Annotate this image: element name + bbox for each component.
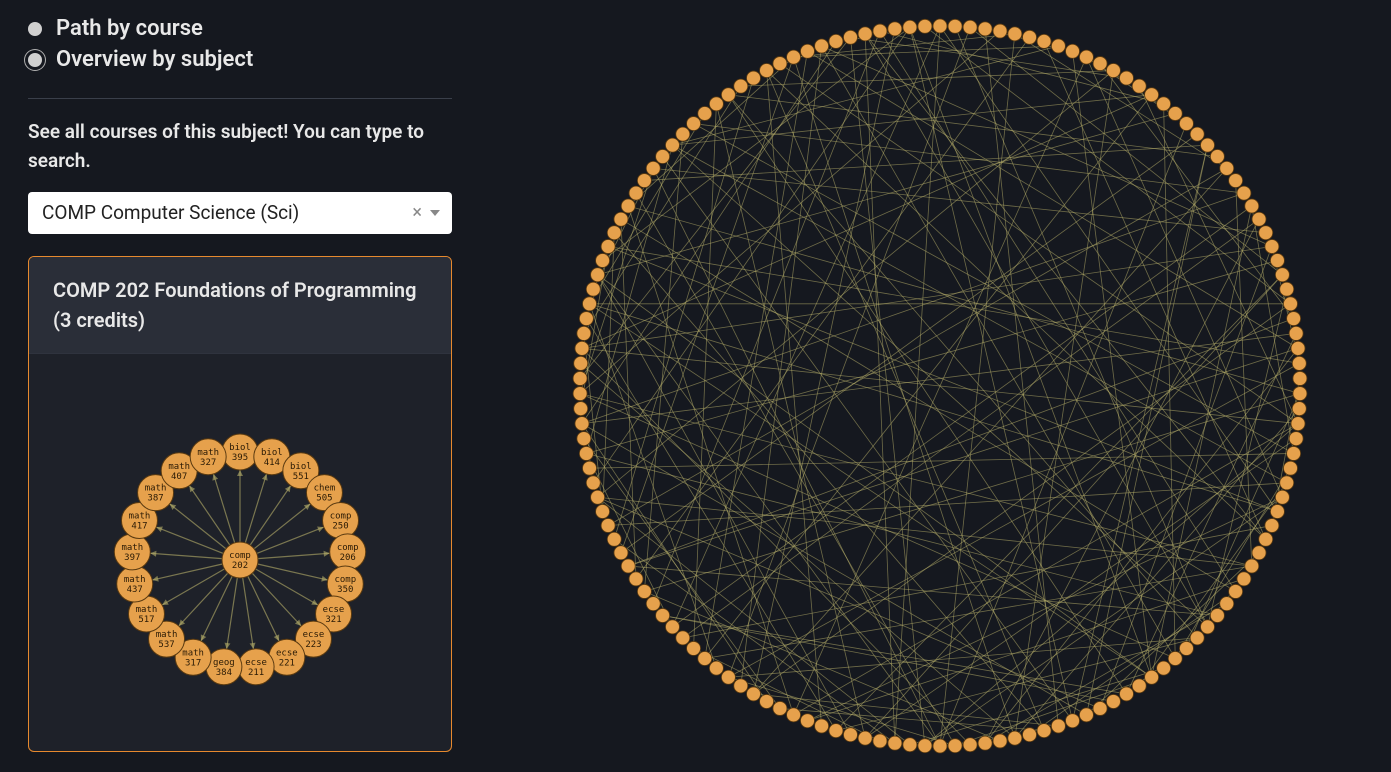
right-panel	[480, 0, 1391, 772]
svg-text:ecse: ecse	[245, 658, 267, 668]
svg-text:ecse: ecse	[303, 631, 325, 641]
svg-text:407: 407	[171, 472, 187, 482]
view-mode-path-by-course[interactable]: Path by course	[28, 16, 452, 41]
svg-text:ecse: ecse	[276, 649, 298, 659]
svg-text:350: 350	[337, 585, 353, 595]
svg-text:327: 327	[200, 458, 216, 468]
svg-text:211: 211	[248, 668, 264, 678]
svg-text:ecse: ecse	[323, 605, 345, 615]
subject-dropdown[interactable]: COMP Computer Science (Sci) ×	[28, 192, 452, 234]
svg-text:551: 551	[293, 472, 309, 482]
svg-text:317: 317	[185, 659, 201, 669]
svg-text:math: math	[168, 462, 190, 472]
svg-text:math: math	[182, 649, 204, 659]
svg-text:math: math	[136, 605, 158, 615]
svg-text:397: 397	[124, 553, 140, 563]
svg-text:417: 417	[131, 522, 147, 532]
svg-text:221: 221	[279, 659, 295, 669]
svg-text:biol: biol	[229, 443, 251, 453]
svg-text:384: 384	[216, 668, 232, 678]
svg-text:517: 517	[138, 615, 154, 625]
svg-text:math: math	[156, 631, 178, 641]
radio-label: Path by course	[56, 16, 203, 41]
dropdown-icons: ×	[412, 204, 440, 222]
svg-text:414: 414	[264, 458, 280, 468]
selected-course-card: COMP 202 Foundations of Programming (3 c…	[28, 256, 452, 752]
left-panel: Path by course Overview by subject See a…	[0, 0, 480, 772]
svg-text:comp: comp	[229, 551, 251, 561]
svg-text:437: 437	[127, 585, 143, 595]
svg-text:395: 395	[232, 453, 248, 463]
svg-text:comp: comp	[330, 512, 352, 522]
svg-text:math: math	[124, 575, 146, 585]
svg-text:206: 206	[340, 553, 356, 563]
svg-text:chem: chem	[314, 484, 336, 494]
svg-text:biol: biol	[290, 462, 312, 472]
svg-text:biol: biol	[261, 448, 283, 458]
svg-text:geog: geog	[213, 658, 235, 668]
course-card-graph[interactable]: comp202biol395biol414biol551chem505comp2…	[29, 354, 451, 751]
radio-label: Overview by subject	[56, 47, 253, 72]
subject-overview-graph[interactable]	[480, 0, 1380, 772]
svg-text:math: math	[145, 484, 167, 494]
course-card-title: COMP 202 Foundations of Programming (3 c…	[29, 257, 451, 354]
svg-text:537: 537	[158, 641, 174, 651]
svg-text:250: 250	[332, 522, 348, 532]
radio-icon	[28, 53, 42, 67]
svg-text:223: 223	[305, 641, 321, 651]
svg-text:387: 387	[147, 494, 163, 504]
chevron-down-icon[interactable]	[430, 210, 440, 216]
svg-text:505: 505	[316, 494, 332, 504]
svg-text:321: 321	[325, 615, 341, 625]
search-hint: See all courses of this subject! You can…	[28, 117, 452, 176]
svg-text:math: math	[197, 448, 219, 458]
svg-text:comp: comp	[337, 543, 359, 553]
divider	[28, 98, 452, 99]
svg-text:math: math	[121, 543, 143, 553]
mini-network-graph[interactable]: comp202biol395biol414biol551chem505comp2…	[80, 392, 400, 712]
svg-text:comp: comp	[334, 575, 356, 585]
radio-icon	[28, 22, 42, 36]
dropdown-selected-label: COMP Computer Science (Sci)	[42, 201, 299, 224]
svg-text:math: math	[129, 512, 151, 522]
clear-icon[interactable]: ×	[412, 204, 422, 222]
view-mode-overview-by-subject[interactable]: Overview by subject	[28, 47, 452, 72]
svg-text:202: 202	[232, 561, 248, 571]
